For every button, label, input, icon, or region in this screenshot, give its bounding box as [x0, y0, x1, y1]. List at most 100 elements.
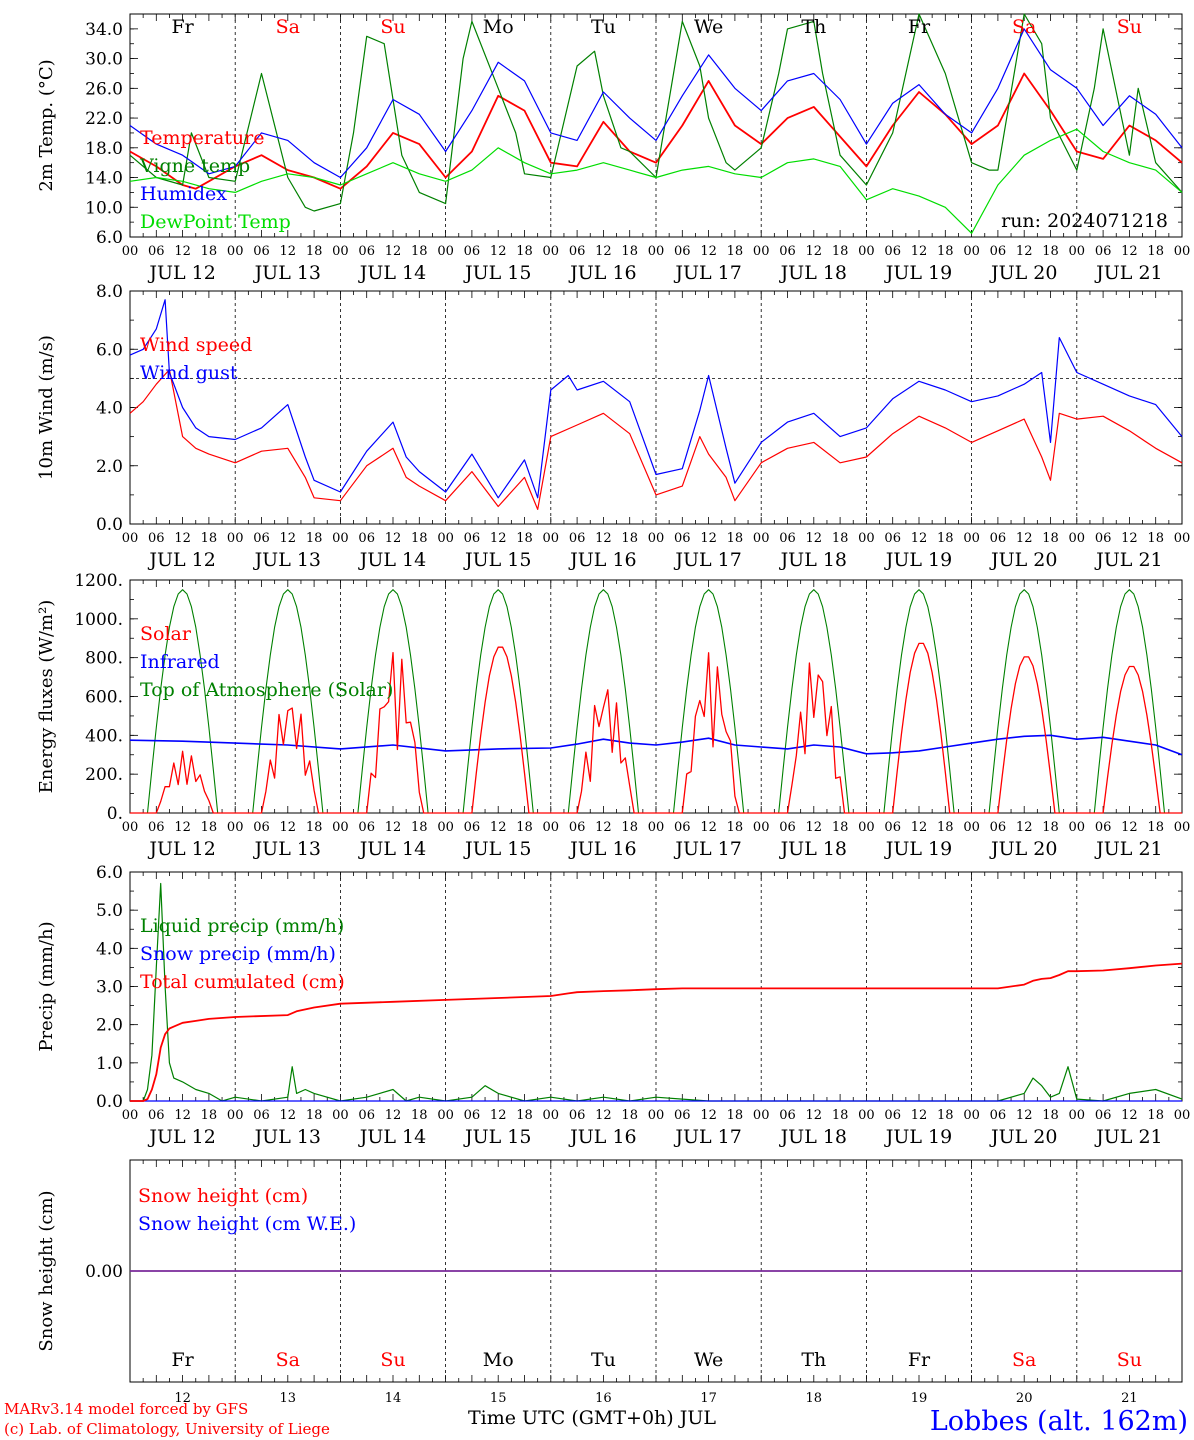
y-axis-label: 2m Temp. (°C)	[36, 59, 57, 191]
hour-label: 18	[1042, 820, 1059, 835]
hour-label: 18	[832, 1108, 849, 1123]
y-tick-label: 0.	[107, 804, 123, 824]
series-line-cumulated	[130, 962, 1183, 1102]
legend-entry: Liquid precip (mm/h)	[140, 915, 344, 937]
hour-label: 00	[753, 531, 770, 546]
hour-label: 00	[648, 244, 665, 259]
day-name-label: Su	[380, 1349, 405, 1371]
hour-label: 18	[411, 820, 428, 835]
hour-label: 12	[490, 244, 507, 259]
hour-label: 06	[779, 531, 796, 546]
legend-entry: Wind speed	[140, 334, 252, 356]
hour-label: 12	[280, 244, 297, 259]
hour-label: 00	[437, 1108, 454, 1123]
hour-label: 00	[122, 1108, 139, 1123]
legend-entry: Humidex	[140, 183, 227, 205]
hour-label: 00	[1069, 820, 1086, 835]
hour-label: 18	[727, 531, 744, 546]
date-label: JUL 19	[884, 549, 952, 571]
hour-label: 00	[1174, 820, 1191, 835]
hour-label: 00	[648, 531, 665, 546]
date-label: JUL 13	[253, 549, 321, 571]
hour-label: 12	[490, 1108, 507, 1123]
date-label: JUL 15	[463, 838, 531, 860]
hour-label: 12	[595, 531, 612, 546]
hour-label: 06	[1095, 244, 1112, 259]
y-axis-label: Snow height (cm)	[36, 1190, 57, 1351]
hour-label: 12	[806, 820, 823, 835]
hour-label: 12	[1121, 820, 1138, 835]
legend-entry: Solar	[140, 623, 192, 645]
hour-label: 00	[1174, 1108, 1191, 1123]
hour-label: 06	[674, 820, 691, 835]
day-name-label: Su	[1117, 1349, 1142, 1371]
hour-label: 12	[174, 244, 191, 259]
hour-label: 18	[201, 1108, 218, 1123]
hour-label: 12	[700, 1108, 717, 1123]
hour-label: 00	[753, 1108, 770, 1123]
footer: MARv3.14 model forced by GFS (c) Lab. of …	[4, 1400, 1188, 1438]
y-axis-label: Energy fluxes (W/m²)	[36, 600, 57, 794]
series-line-temperature	[129, 72, 1183, 190]
y-axis-label: 10m Wind (m/s)	[36, 335, 57, 480]
hour-label: 00	[437, 244, 454, 259]
hour-label: 12	[490, 820, 507, 835]
hour-label: 18	[1042, 531, 1059, 546]
hour-label: 00	[963, 820, 980, 835]
hour-label: 06	[569, 244, 586, 259]
hour-label: 12	[1121, 244, 1138, 259]
hour-label: 06	[990, 1108, 1007, 1123]
date-label: JUL 18	[779, 262, 847, 284]
date-label: JUL 12	[147, 838, 215, 860]
hour-label: 00	[543, 1108, 560, 1123]
hour-label: 18	[1042, 244, 1059, 259]
day-name-label: Sa	[276, 16, 300, 38]
hour-label: 06	[253, 820, 270, 835]
date-number-label: 12	[174, 1391, 191, 1406]
legend-entry: Snow precip (mm/h)	[140, 943, 336, 965]
panel-2: 0.0 2.0 4.0 6.0 8.0 10m Wind (m/s) 00 06 12 18 00 0…	[36, 282, 1190, 571]
hour-label: 06	[569, 820, 586, 835]
hour-label: 00	[227, 820, 244, 835]
hour-label: 06	[464, 531, 481, 546]
day-name-label: Tu	[591, 16, 616, 38]
y-tick-label: 600.	[85, 688, 123, 708]
hour-label: 18	[832, 244, 849, 259]
hour-label: 06	[148, 1108, 165, 1123]
hour-label: 00	[648, 820, 665, 835]
hour-label: 12	[1121, 531, 1138, 546]
hour-label: 18	[516, 531, 533, 546]
series-line-wind_speed	[129, 369, 1183, 510]
y-tick-label: 2.0	[96, 1016, 123, 1036]
hour-label: 12	[174, 531, 191, 546]
hour-label: 06	[1095, 820, 1112, 835]
date-label: JUL 21	[1094, 262, 1162, 284]
day-name-label: Sa	[1012, 16, 1036, 38]
date-number-label: 21	[1121, 1391, 1138, 1406]
hour-label: 12	[911, 820, 928, 835]
series-line-solar	[130, 642, 1182, 814]
hour-label: 18	[411, 244, 428, 259]
hour-label: 00	[543, 531, 560, 546]
y-tick-label: 0.0	[96, 1092, 123, 1112]
hour-label: 06	[779, 1108, 796, 1123]
hour-label: 06	[674, 531, 691, 546]
hour-label: 00	[227, 1108, 244, 1123]
hour-label: 18	[201, 820, 218, 835]
hour-label: 00	[227, 531, 244, 546]
y-tick-label: 6.0	[96, 340, 123, 360]
hour-label: 12	[1016, 820, 1033, 835]
y-tick-label: 30.0	[85, 50, 123, 70]
hour-label: 12	[1121, 1108, 1138, 1123]
y-tick-label: 8.0	[96, 282, 123, 302]
panel-1: 6.0 10.0 14.0 18.0 22.0 26.0 30.0 34.0 2m Temp. …	[36, 13, 1190, 284]
day-name-label: We	[694, 1349, 723, 1371]
hour-label: 18	[937, 244, 954, 259]
date-label: JUL 14	[358, 1126, 426, 1148]
date-label: JUL 14	[358, 549, 426, 571]
hour-label: 12	[385, 820, 402, 835]
y-tick-label: 26.0	[85, 79, 123, 99]
hour-label: 18	[1042, 1108, 1059, 1123]
hour-label: 00	[1174, 531, 1191, 546]
